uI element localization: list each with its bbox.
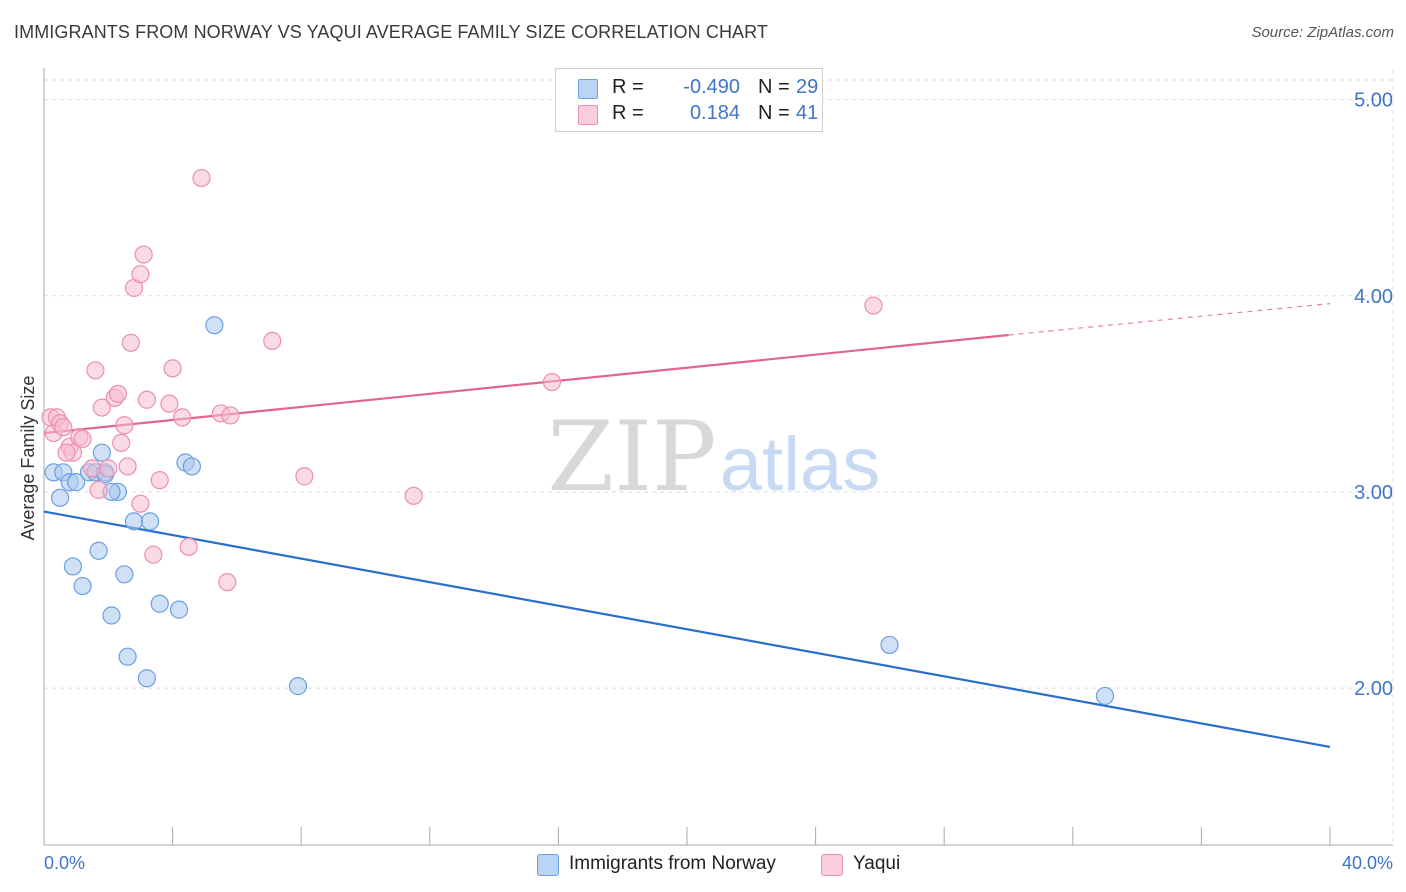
yaqui-trend-line xyxy=(43,333,1009,435)
norway-trend-line xyxy=(43,510,1331,749)
yaqui-point xyxy=(864,296,883,315)
legend-swatch-yaqui xyxy=(578,105,598,125)
yaqui-point xyxy=(121,333,140,352)
legend-n-value: 41 xyxy=(796,102,819,124)
norway-point xyxy=(63,557,83,576)
labels-layer: Average Family Size 0.0% 40.0% 2.00 3.00 4… xyxy=(18,90,1393,873)
yaqui-point xyxy=(137,390,156,409)
x-tick-label-max: 40.0% xyxy=(1342,853,1393,873)
yaqui-point xyxy=(86,361,105,380)
yaqui-point xyxy=(192,168,211,188)
yaqui-point xyxy=(108,384,128,403)
yaqui-point xyxy=(73,429,92,449)
legend-swatch-norway xyxy=(578,79,598,99)
norway-point xyxy=(124,512,144,531)
watermark-zip: ZIP xyxy=(547,401,716,513)
y-tick-label: 2.00 xyxy=(1354,678,1393,700)
norway-point xyxy=(92,443,111,462)
y-tick-label: 4.00 xyxy=(1354,286,1393,308)
yaqui-point xyxy=(134,245,153,264)
source-credit: Source: ZipAtlas.com xyxy=(1251,24,1394,41)
norway-point xyxy=(205,316,224,335)
legend-r-value: 0.184 xyxy=(689,102,740,124)
bottom-legend-label-yaqui: Yaqui xyxy=(853,853,901,874)
x-tick-label-min: 0.0% xyxy=(44,853,85,873)
legend-r-label: R = xyxy=(612,102,644,124)
yaqui-trend-extension xyxy=(1008,303,1331,336)
yaqui-point xyxy=(112,433,131,452)
points-layer xyxy=(41,168,1115,706)
yaqui-point xyxy=(218,573,237,592)
norway-point xyxy=(102,606,121,625)
yaqui-point xyxy=(150,471,169,490)
yaqui-point xyxy=(131,494,150,513)
yaqui-point xyxy=(54,418,73,437)
norway-point xyxy=(137,669,156,688)
yaqui-point xyxy=(263,331,282,350)
norway-point xyxy=(115,565,134,584)
norway-point xyxy=(50,488,70,507)
grid-layer xyxy=(44,70,1394,845)
yaqui-point xyxy=(57,443,76,462)
y-tick-label: 3.00 xyxy=(1354,482,1393,504)
yaqui-point xyxy=(404,486,423,505)
norway-point xyxy=(1095,686,1115,706)
yaqui-point xyxy=(163,359,182,378)
y-tick-label: 5.00 xyxy=(1354,90,1393,112)
norway-point xyxy=(288,677,308,696)
yaqui-point xyxy=(83,459,102,478)
norway-point xyxy=(169,600,189,619)
bottom-legend-label-norway: Immigrants from Norway xyxy=(569,853,776,874)
norway-point xyxy=(73,576,92,596)
yaqui-point xyxy=(221,406,240,425)
yaqui-point xyxy=(118,457,137,476)
yaqui-point xyxy=(115,416,134,435)
y-axis-label: Average Family Size xyxy=(18,376,38,541)
yaqui-point xyxy=(295,467,314,486)
yaqui-point xyxy=(160,394,179,413)
norway-point xyxy=(118,647,137,666)
norway-point xyxy=(182,457,201,476)
chart-title: IMMIGRANTS FROM NORWAY VS YAQUI AVERAGE … xyxy=(14,22,769,42)
yaqui-point xyxy=(144,545,163,564)
yaqui-point xyxy=(99,459,118,478)
legend-n-label: N = xyxy=(758,76,790,98)
yaqui-point xyxy=(131,265,150,284)
legend-n-value: 29 xyxy=(796,76,819,98)
norway-point xyxy=(880,635,899,655)
yaqui-point xyxy=(92,398,111,417)
axes-layer xyxy=(43,68,1393,846)
bottom-legend-swatch-yaqui xyxy=(821,854,843,876)
yaqui-point xyxy=(89,480,108,500)
norway-point xyxy=(140,512,160,531)
legend-r-label: R = xyxy=(612,76,644,98)
watermark-atlas: atlas xyxy=(720,422,881,507)
norway-point xyxy=(89,541,108,560)
yaqui-point xyxy=(173,408,192,427)
legend-r-value: -0.490 xyxy=(683,76,740,98)
yaqui-point xyxy=(542,372,562,392)
norway-point xyxy=(67,473,86,492)
yaqui-point xyxy=(179,537,198,556)
bottom-legend-swatch-norway xyxy=(537,854,559,876)
norway-point xyxy=(150,594,169,613)
legend-n-label: N = xyxy=(758,102,790,124)
trend-layer xyxy=(43,303,1331,749)
correlation-legend: R = -0.490 N = 29 R = 0.184 N = 41 xyxy=(555,68,823,132)
